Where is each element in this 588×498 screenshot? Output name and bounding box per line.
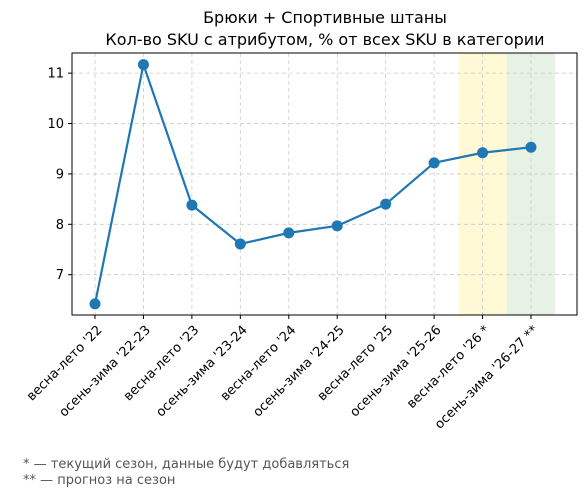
series-polyline [93, 63, 532, 305]
y-tick-label: 7 [56, 268, 64, 283]
series-line [89, 59, 537, 310]
y-axis: 7 8 9 10 11 [47, 67, 72, 283]
footnote-current-season: * — текущий сезон, данные будут добавлят… [23, 457, 350, 472]
season-highlights [458, 53, 556, 315]
data-point [525, 141, 537, 153]
data-point [380, 198, 392, 210]
y-tick-label: 8 [56, 218, 64, 233]
data-point [428, 157, 440, 169]
x-tick-label: осень-зима '24-25 [250, 323, 347, 420]
x-tick-label: осень-зима '22-23 [57, 323, 154, 420]
y-tick-label: 9 [56, 167, 64, 182]
y-tick-label: 11 [47, 67, 64, 82]
y-tick-label: 10 [47, 117, 64, 132]
x-tick-label: осень-зима '25-26 [347, 323, 444, 420]
data-point [283, 227, 295, 239]
data-point [234, 238, 246, 250]
data-point [89, 298, 101, 310]
data-point [137, 59, 149, 71]
highlight-band-1 [506, 53, 556, 315]
data-point [331, 220, 343, 232]
chart-subtitle: Кол-во SKU с атрибутом, % от всех SKU в … [105, 30, 545, 49]
chart-title: Брюки + Спортивные штаны [203, 8, 447, 27]
x-tick-label: осень-зима '23-24 [154, 323, 251, 420]
highlight-band-0 [458, 53, 507, 315]
plot-frame [71, 52, 578, 316]
data-point [477, 147, 489, 159]
x-tick-label: весна-лето '26 * [404, 323, 493, 412]
grid-lines [72, 53, 577, 315]
footnote-forecast: ** — прогноз на сезон [23, 473, 176, 488]
data-point [186, 199, 198, 211]
